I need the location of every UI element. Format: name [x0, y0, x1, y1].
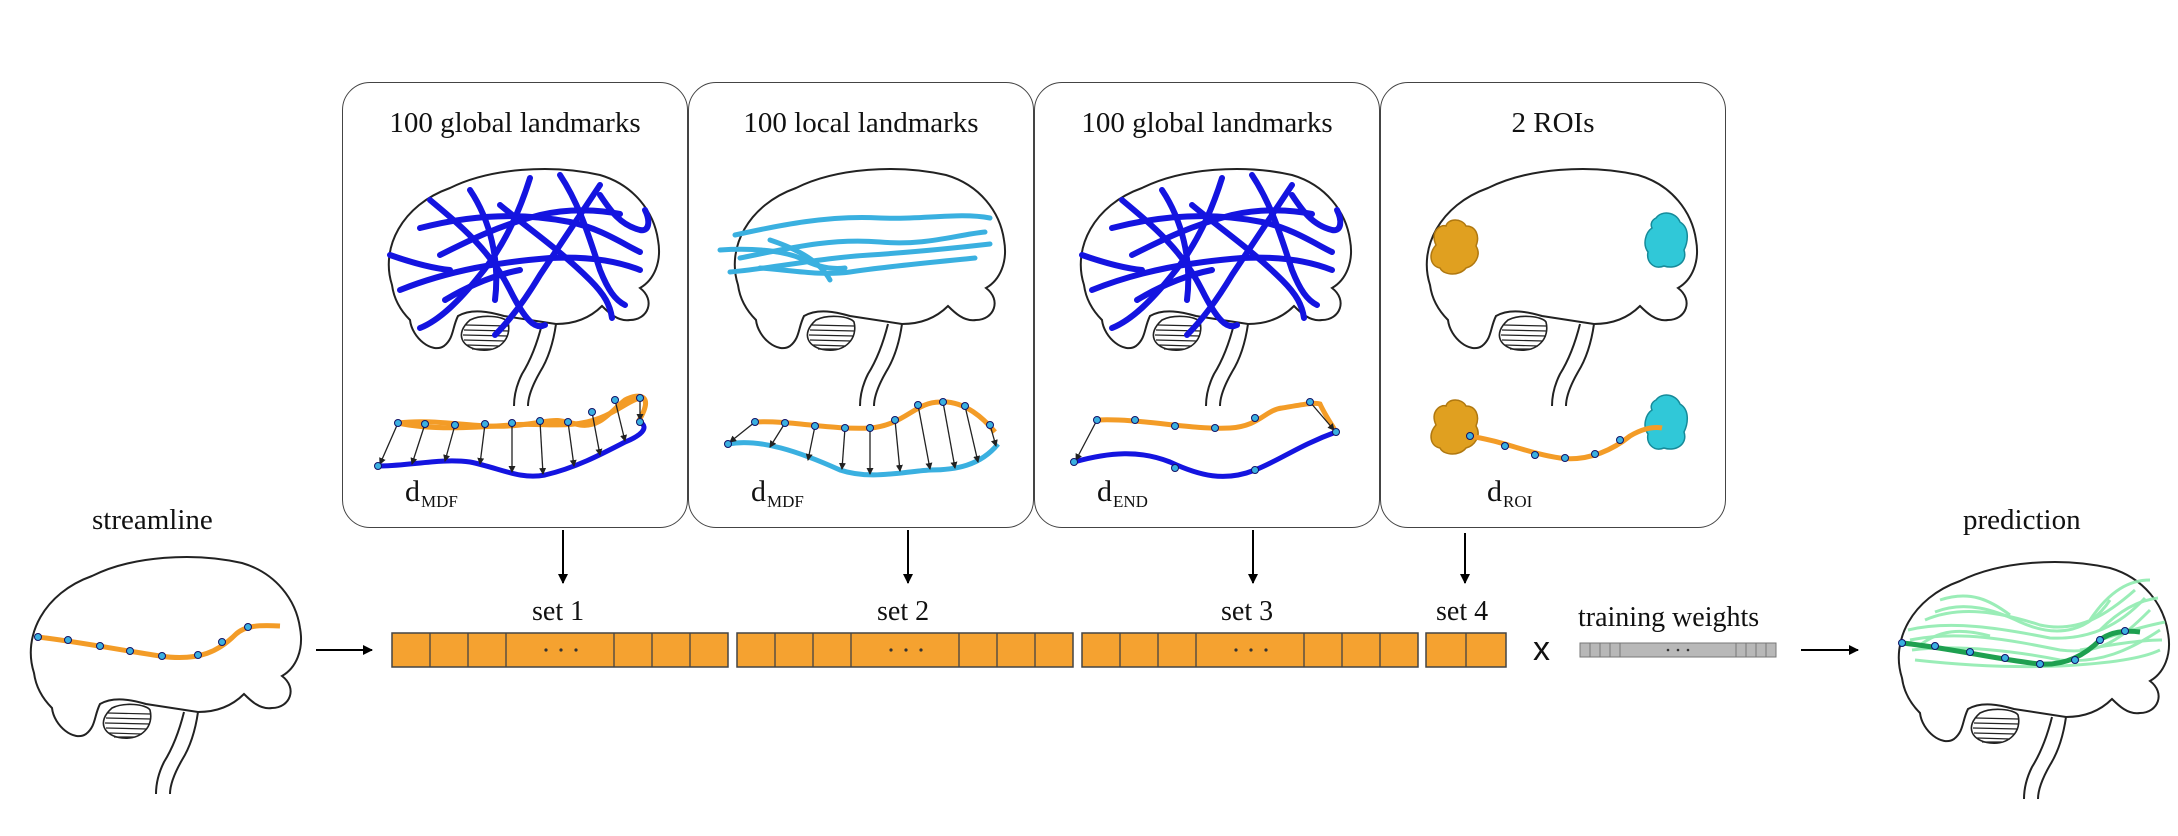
panel-title: 100 global landmarks	[1081, 107, 1333, 139]
metric-label: dMDF	[405, 475, 458, 511]
roi-blobs	[1430, 212, 1688, 455]
panel-title: 2 ROIs	[1511, 107, 1595, 139]
set-label-4: set 4	[1436, 596, 1489, 627]
metric-label: dMDF	[751, 475, 804, 511]
output-label: prediction	[1963, 504, 2081, 536]
weights-label: training weights	[1578, 602, 1760, 633]
set-label-3: set 3	[1221, 596, 1274, 627]
set-label-1: set 1	[532, 596, 585, 627]
panel-title: 100 local landmarks	[743, 107, 979, 139]
set-label-2: set 2	[877, 596, 930, 627]
panel-title: 100 global landmarks	[389, 107, 641, 139]
multiply-symbol: x	[1533, 630, 1550, 668]
input-label: streamline	[92, 504, 213, 536]
metric-label: dROI	[1487, 475, 1533, 511]
metric-label: dEND	[1097, 475, 1148, 511]
